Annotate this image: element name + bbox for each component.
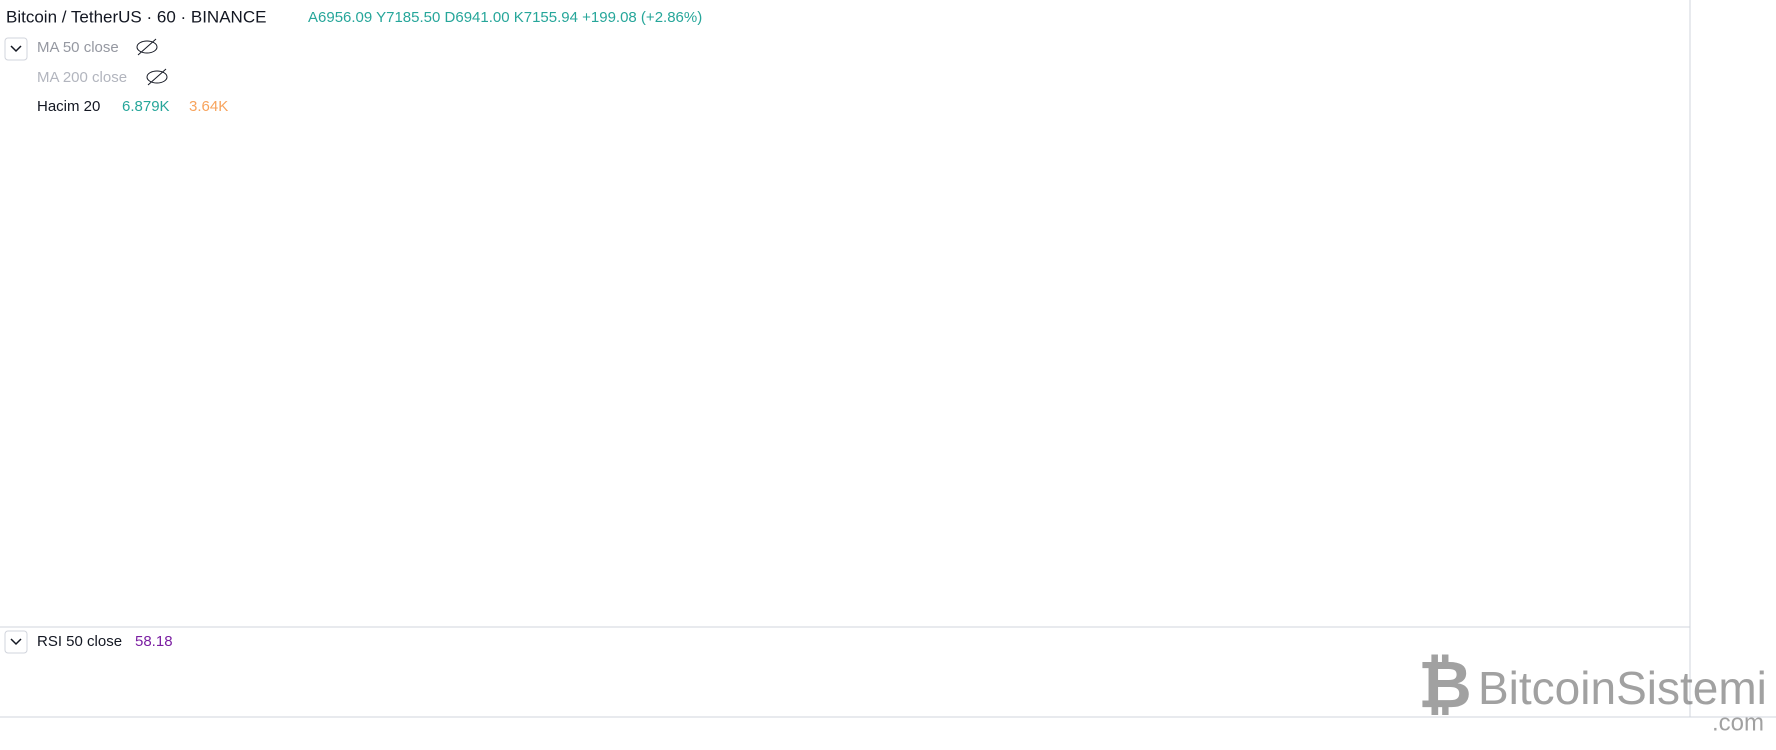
price-axis-bg: [1690, 0, 1776, 717]
rsi-value: 58.18: [135, 633, 173, 650]
volume-value: 6.879K: [122, 98, 170, 115]
chevron-icon: [10, 638, 22, 646]
rsi-collapse-button[interactable]: [4, 630, 28, 654]
axes: [0, 0, 1776, 718]
ma200-label: MA 200 close: [37, 69, 127, 86]
hide-icons: [136, 38, 168, 86]
volume-label: Hacim 20: [37, 98, 100, 115]
collapse-button[interactable]: [4, 37, 28, 61]
chevron-icon: [10, 45, 22, 53]
eye-off-icon[interactable]: [146, 70, 168, 84]
eye-off-slash: [137, 38, 157, 56]
symbol-title: Bitcoin / TetherUS · 60 · BINANCE: [6, 7, 266, 26]
ohlc-text: A6956.09 Y7185.50 D6941.00 K7155.94 +199…: [308, 9, 702, 26]
rsi-label: RSI 50 close: [37, 633, 122, 650]
eye-off-slash: [147, 68, 167, 86]
watermark-b-icon: ₿: [1418, 647, 1472, 721]
volume-ma-value: 3.64K: [189, 98, 228, 115]
watermark-domain: .com: [1712, 709, 1764, 736]
watermark-text: BitcoinSistemi: [1478, 662, 1767, 714]
watermark: ₿ BitcoinSistemi .com: [1418, 647, 1767, 736]
eye-off-icon[interactable]: [136, 40, 158, 54]
legend: Bitcoin / TetherUS · 60 · BINANCE A6956.…: [4, 7, 702, 654]
ma50-label: MA 50 close: [37, 39, 119, 56]
